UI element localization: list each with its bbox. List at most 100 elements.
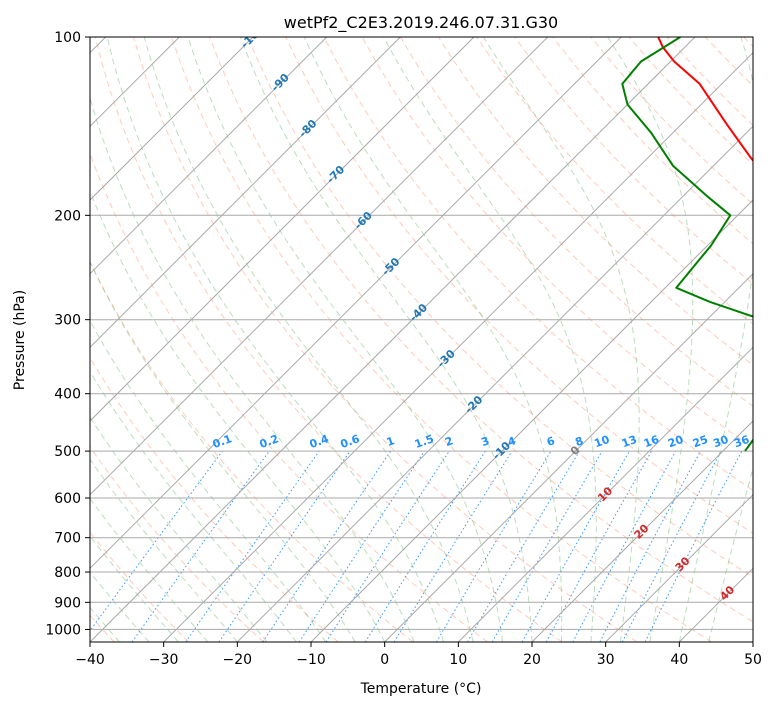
mixing-ratio-label: 36 — [732, 433, 751, 451]
moist-adiabat — [607, 37, 694, 642]
mixing-ratio-label: 2 — [443, 434, 455, 449]
moist-adiabat — [678, 37, 753, 642]
mixing-ratio-line — [262, 450, 392, 642]
dry-adiabat — [247, 37, 753, 578]
isotherm-line — [236, 125, 753, 642]
x-tick-label: 40 — [670, 652, 688, 668]
moist-adiabat — [143, 37, 474, 642]
chart-title: wetPf2_C2E3.2019.246.07.31.G30 — [284, 13, 558, 33]
isotherm-line — [531, 420, 753, 642]
isotherm-line — [90, 37, 328, 275]
moist-adiabat — [383, 37, 597, 642]
isotherm-line — [90, 37, 401, 349]
x-tick-label: −10 — [296, 652, 326, 668]
x-tick-label: −20 — [223, 652, 253, 668]
mixing-ratio-line — [218, 450, 351, 642]
moist-adiabat — [90, 416, 268, 642]
y-tick-label: 600 — [54, 491, 81, 507]
dry-adiabat — [90, 260, 414, 642]
dry-adiabat — [209, 37, 753, 623]
mixing-ratio-line — [131, 450, 270, 642]
mixing-ratio-label: 1 — [385, 434, 397, 449]
isotherm-line — [90, 37, 549, 496]
mixing-ratio-label: 10 — [593, 433, 612, 451]
y-tick-label: 1000 — [45, 622, 81, 638]
mixing-ratio-label: 25 — [691, 433, 710, 450]
mixing-ratio-line — [298, 450, 425, 642]
y-tick-label: 400 — [54, 387, 81, 403]
mixing-ratio-label: 0.2 — [258, 432, 281, 451]
moist-adiabat — [90, 497, 209, 642]
dry-adiabat — [514, 37, 753, 285]
pressure-gridlines — [90, 37, 753, 630]
x-tick-label: 20 — [523, 652, 541, 668]
dry-adiabat — [476, 37, 753, 325]
moist-adiabat — [187, 37, 503, 642]
x-tick-label: 0 — [380, 652, 389, 668]
mixing-ratio-line — [393, 450, 513, 642]
mixing-ratio-line — [325, 450, 450, 642]
mixing-ratio-line — [521, 450, 630, 642]
moist-adiabat — [90, 260, 356, 642]
mixing-ratio-line — [185, 450, 320, 642]
mixing-ratio-label: 20 — [666, 433, 685, 451]
y-tick-label: 100 — [54, 30, 81, 46]
x-tick-label: −40 — [75, 652, 105, 668]
moist-adiabat — [90, 370, 297, 642]
moist-adiabat — [90, 319, 327, 642]
dry-adiabat — [323, 37, 753, 491]
mixing-ratio-label: 0.4 — [308, 432, 331, 451]
isotherm-line — [605, 493, 753, 642]
moist-adiabat — [90, 458, 238, 642]
dry-adiabat — [94, 37, 563, 642]
plot-frame — [89, 36, 754, 643]
y-axis-title: Pressure (hPa) — [12, 290, 28, 390]
y-axis-ticks: 1000 900 800 700 600 500 400 300 200 100 — [45, 30, 90, 638]
x-tick-label: 30 — [597, 652, 615, 668]
mixing-ratio-label: 0.6 — [339, 432, 362, 451]
x-axis-ticks: −40 −30 −20 −10 0 10 20 30 40 50 — [75, 642, 762, 668]
mixing-ratio-line — [572, 450, 677, 642]
moist-adiabat — [239, 37, 533, 642]
y-tick-label: 700 — [54, 531, 81, 547]
mixing-ratio-label: 8 — [573, 434, 585, 449]
isotherm-line — [90, 37, 254, 201]
isotherm-line — [384, 272, 753, 642]
moist-adiabat — [303, 37, 563, 642]
y-tick-label: 800 — [54, 565, 81, 581]
dry-adiabat — [171, 37, 712, 642]
mixing-ratio-line — [644, 450, 743, 642]
isotherm-line — [310, 199, 753, 642]
isotherm-line — [163, 51, 753, 642]
y-tick-label: 200 — [54, 208, 81, 224]
moist-adiabat — [106, 37, 445, 642]
y-tick-label: 500 — [54, 444, 81, 460]
moist-adiabat — [482, 37, 640, 642]
moist-adiabat — [90, 535, 179, 642]
temperature-trace — [657, 37, 753, 163]
skewed-isotherms — [90, 37, 753, 642]
isotherm-line — [90, 37, 696, 642]
x-tick-label: −30 — [149, 652, 179, 668]
mixing-ratio-label: 0.1 — [211, 432, 234, 451]
mixing-ratio-label: 13 — [620, 433, 639, 450]
y-tick-label: 900 — [54, 595, 81, 611]
dewpoint-trace — [621, 37, 753, 452]
x-tick-label: 50 — [744, 652, 762, 668]
dry-adiabat — [132, 37, 638, 642]
dry-adiabat — [90, 446, 264, 642]
mixing-ratio-label: 30 — [711, 433, 730, 451]
isotherm-line — [90, 37, 622, 570]
mixing-ratio-label: 1.5 — [413, 432, 436, 451]
isotherm-line — [90, 37, 475, 422]
dry-adiabat — [285, 37, 753, 535]
isotherm-line — [457, 346, 753, 642]
mixing-ratio-label: 3 — [479, 434, 491, 449]
mixing-ratio-line — [90, 450, 223, 632]
y-tick-label: 300 — [54, 313, 81, 329]
x-axis-title: Temperature (°C) — [360, 681, 482, 697]
mixing-ratio-label: 16 — [642, 433, 661, 451]
x-tick-label: 10 — [449, 652, 467, 668]
